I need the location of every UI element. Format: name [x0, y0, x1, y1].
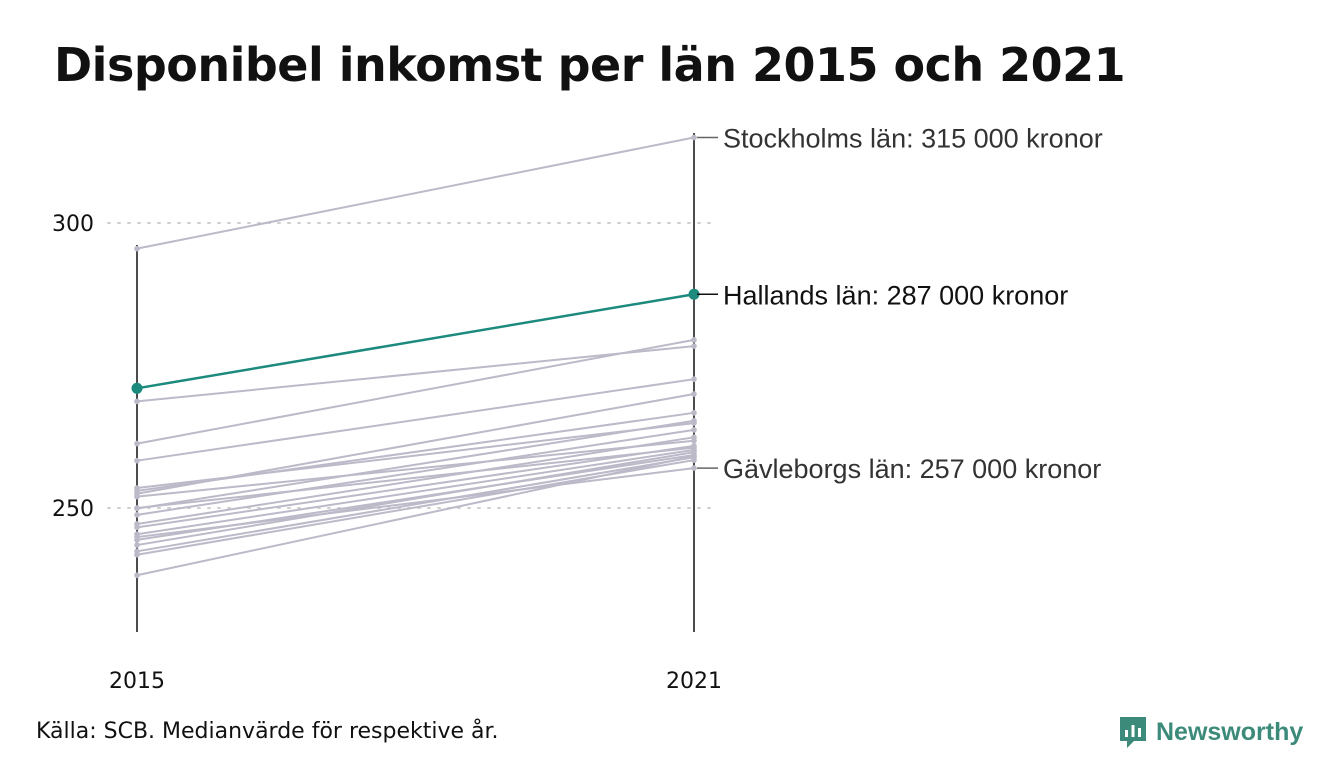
point-2021-län-17 [691, 457, 697, 463]
series-line-län-20 [136, 455, 695, 577]
point-2015-län-18 [134, 505, 140, 511]
point-2015-län-20 [134, 572, 140, 579]
point-2015-län-3 [134, 398, 140, 405]
series-line-län-13 [136, 448, 695, 536]
point-2021-län-3 [691, 343, 697, 349]
point-2021-län-19 [691, 437, 697, 444]
point-2021-län-6 [691, 391, 697, 397]
point-2021-län-10 [691, 427, 697, 433]
series-line-län-3 [136, 345, 695, 403]
point-2021-län-15 [691, 449, 697, 455]
series-label-hallands-län: Hallands län: 287 000 kronor [723, 280, 1068, 310]
y-tick-250: 250 [52, 497, 94, 522]
point-2021-hallands-län [688, 288, 700, 300]
grid-layer: 300 250 [52, 212, 713, 522]
series-line-län-8 [136, 422, 695, 490]
series-line-län-12 [136, 444, 695, 529]
series-line-gävleborgs-län [136, 467, 695, 539]
point-2015-län-12 [134, 524, 140, 531]
slope-chart: 300 250 2015 2021 Stockholms län: 315 000… [52, 124, 1103, 695]
point-2015-län-15 [134, 542, 140, 548]
brand-name: Newsworthy [1156, 717, 1304, 746]
brand-logo: Newsworthy [1118, 714, 1303, 750]
point-2015-län-19 [134, 493, 140, 500]
series-line-län-19 [136, 439, 695, 498]
point-2015-län-8 [134, 485, 140, 491]
series-line-hallands-län [136, 293, 695, 390]
point-2015-län-17 [134, 551, 140, 558]
series-line-län-4 [136, 338, 695, 445]
chart-title: Disponibel inkomst per län 2015 och 2021 [54, 38, 1126, 92]
series-line-län-5 [136, 378, 695, 462]
x-tick-2021: 2021 [666, 669, 722, 694]
point-2021-län-18 [691, 444, 697, 451]
series-line-stockholms-län [136, 136, 695, 250]
series-label-gävleborgs-län: Gävleborgs län: 257 000 kronor [723, 454, 1101, 484]
label-layer: Stockholms län: 315 000 kronor Gävleborgs… [697, 124, 1103, 484]
axis-layer: 2015 2021 [109, 133, 722, 694]
point-2021-län-5 [691, 376, 697, 382]
series-line-län-18 [136, 446, 695, 509]
point-2015-stockholms-län [134, 245, 140, 252]
point-2021-län-4 [691, 337, 697, 343]
point-2021-gävleborgs-län [691, 465, 697, 471]
source-note: Källa: SCB. Medianvärde för respektive å… [36, 719, 499, 744]
series-line-län-10 [136, 428, 695, 516]
series-layer [131, 134, 700, 579]
point-2015-hallands-län [131, 382, 143, 394]
newsworthy-logo-icon [1120, 717, 1146, 748]
x-tick-2015: 2015 [109, 669, 165, 694]
series-line-län-15 [136, 451, 695, 547]
series-line-län-9 [136, 419, 695, 510]
point-2021-län-20 [691, 453, 697, 459]
point-2015-län-10 [134, 512, 140, 518]
point-2021-stockholms-län [691, 134, 697, 141]
series-line-län-11 [136, 436, 695, 525]
point-2021-län-9 [691, 417, 697, 424]
series-label-stockholms-län: Stockholms län: 315 000 kronor [723, 124, 1103, 154]
point-2021-län-7 [691, 410, 697, 416]
point-2015-län-4 [134, 440, 140, 447]
y-tick-300: 300 [52, 212, 94, 237]
point-2015-gävleborgs-län [134, 534, 140, 540]
point-2015-län-5 [134, 457, 140, 464]
series-line-län-16 [136, 456, 695, 553]
